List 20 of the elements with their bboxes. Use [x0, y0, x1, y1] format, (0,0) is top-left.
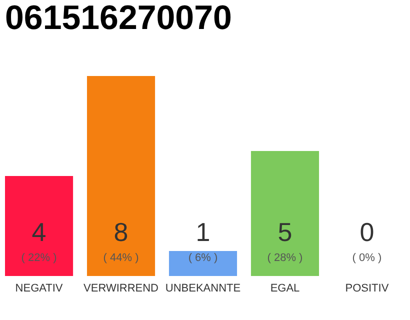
- data-label: 4: [32, 217, 46, 247]
- x-tick-label: NEGATIV: [15, 282, 64, 294]
- data-label: 1: [196, 217, 210, 247]
- chart-title: 061516270070: [5, 0, 232, 37]
- bar: [168, 251, 238, 276]
- annotation: ( 22% ): [21, 252, 57, 264]
- bar: [5, 176, 74, 276]
- data-label: 0: [360, 217, 374, 247]
- x-tick-label: VERWIRREND: [84, 282, 159, 294]
- annotation: ( 28% ): [267, 252, 303, 264]
- data-label: 8: [114, 217, 128, 247]
- annotation: ( 44% ): [103, 252, 139, 264]
- x-tick-label: EGAL: [270, 282, 300, 294]
- bar: [86, 76, 156, 276]
- annotation: ( 6% ): [188, 252, 218, 264]
- data-label: 5: [278, 217, 292, 247]
- x-tick-label: POSITIV: [345, 282, 390, 294]
- x-tick-label: UNBEKANNTE: [165, 282, 241, 294]
- bar: [250, 151, 320, 276]
- annotation: ( 0% ): [352, 252, 382, 264]
